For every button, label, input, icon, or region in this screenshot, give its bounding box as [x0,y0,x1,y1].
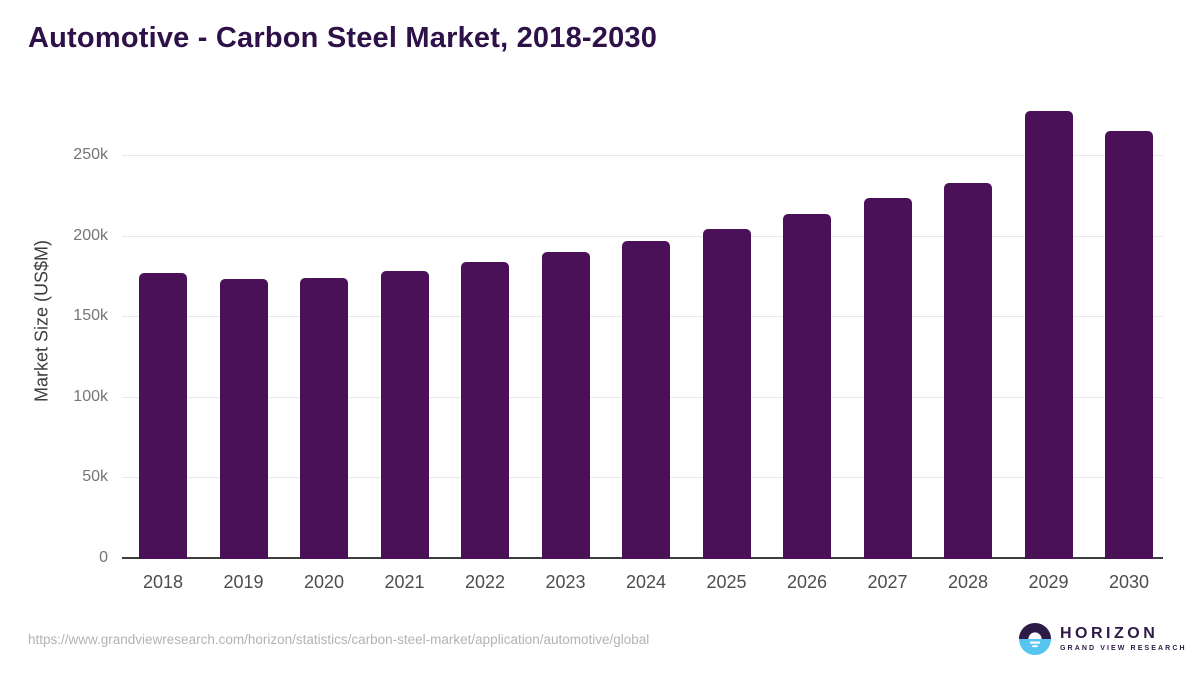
bar-2018[interactable] [139,273,187,559]
y-tick-label-250k: 250k [73,146,108,163]
horizon-logo-name: HORIZON [1060,625,1159,642]
bar-2028[interactable] [944,183,992,559]
bar-2030[interactable] [1105,130,1153,559]
horizon-logo-icon [1018,622,1052,656]
x-tick-label-2018: 2018 [142,572,184,592]
x-tick-label-2022: 2022 [464,572,506,592]
x-tick-label-2024: 2024 [625,572,667,592]
x-tick-label-2021: 2021 [384,572,425,592]
source-url: https://www.grandviewresearch.com/horizo… [28,632,650,647]
y-tick-label-50k: 50k [82,468,108,486]
gridline-200k [122,235,1163,237]
x-tick-label-2020: 2020 [303,572,345,592]
bar-2024[interactable] [622,240,670,559]
gridline-250k [122,155,1163,156]
bar-2020[interactable] [300,277,348,559]
x-tick-label-2029: 2029 [1028,572,1069,592]
bar-2027[interactable] [863,198,912,559]
horizon-logo: HORIZON GRAND VIEW RESEARCH [1018,622,1187,656]
x-tick-label-2027: 2027 [867,572,908,592]
bar-2026[interactable] [783,214,831,559]
x-tick-label-2019: 2019 [223,572,264,592]
x-tick-label-2030: 2030 [1108,572,1150,592]
bar-2021[interactable] [380,271,429,559]
bar-2025[interactable] [702,229,751,559]
chart-title: Automotive - Carbon Steel Market, 2018-2… [28,22,658,54]
x-tick-label-2025: 2025 [706,572,747,592]
horizon-logo-subtitle: GRAND VIEW RESEARCH [1060,645,1187,652]
y-tick-label-0: 0 [99,549,108,566]
bar-2019[interactable] [219,278,268,559]
x-tick-label-2028: 2028 [947,572,989,592]
x-tick-label-2023: 2023 [545,572,586,592]
bar-2023[interactable] [541,252,590,559]
horizon-logo-text: HORIZON GRAND VIEW RESEARCH [1060,625,1187,653]
y-tick-label-150k: 150k [73,307,108,325]
bar-2022[interactable] [461,262,509,559]
y-tick-label-100k: 100k [73,387,108,405]
y-tick-label-200k: 200k [73,226,108,244]
bar-2029[interactable] [1024,111,1073,559]
x-tick-label-2026: 2026 [786,572,828,592]
